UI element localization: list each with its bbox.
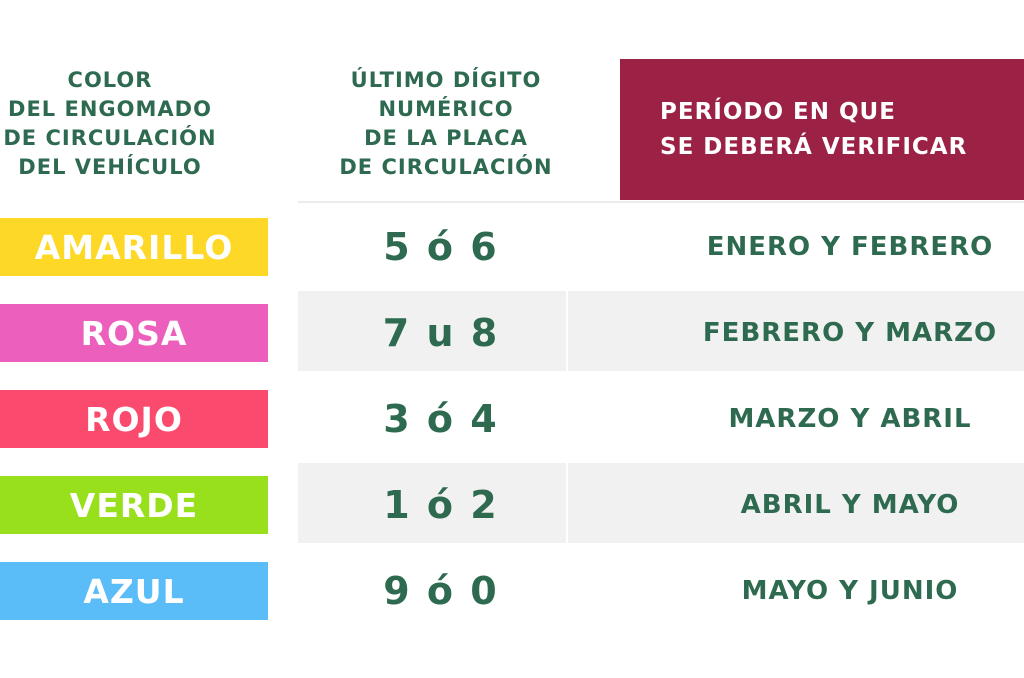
header-line: DE LA PLACA [364, 126, 528, 150]
header-plate-digit: ÚLTIMO DÍGITO NUMÉRICO DE LA PLACA DE CI… [316, 66, 576, 182]
row-shading [568, 291, 1024, 371]
table-row: VERDE 1 ó 2 ABRIL Y MAYO [0, 460, 1024, 546]
table-row: ROSA 7 u 8 FEBRERO Y MARZO [0, 288, 1024, 374]
row-shading [298, 463, 566, 543]
plate-digits: 9 ó 0 [383, 569, 499, 613]
row-shading [568, 463, 1024, 543]
header-line: DE CIRCULACIÓN [339, 155, 553, 179]
table-row: ROJO 3 ó 4 MARZO Y ABRIL [0, 374, 1024, 460]
table-row: AZUL 9 ó 0 MAYO Y JUNIO [0, 546, 1024, 632]
plate-digits: 5 ó 6 [383, 225, 499, 269]
plate-digits: 7 u 8 [382, 311, 500, 355]
plate-digits: 3 ó 4 [383, 397, 499, 441]
color-sticker-verde: VERDE [0, 476, 268, 534]
color-sticker-amarillo: AMARILLO [0, 218, 268, 276]
verification-period: FEBRERO Y MARZO [702, 318, 998, 348]
header-line: DEL ENGOMADO [8, 97, 212, 121]
header-line: COLOR [67, 68, 153, 92]
verification-period: MAYO Y JUNIO [741, 576, 959, 606]
row-shading [298, 291, 566, 371]
header-line: DEL VEHÍCULO [18, 155, 202, 179]
verification-period: MARZO Y ABRIL [728, 404, 972, 434]
header-line: ÚLTIMO DÍGITO [350, 68, 542, 92]
table-row: AMARILLO 5 ó 6 ENERO Y FEBRERO [0, 202, 1024, 288]
header-line: NUMÉRICO [378, 97, 514, 121]
header-line: SE DEBERÁ VERIFICAR [660, 133, 968, 160]
row-divider [298, 201, 1024, 203]
color-sticker-rojo: ROJO [0, 390, 268, 448]
header-line: DE CIRCULACIÓN [3, 126, 217, 150]
verification-period: ABRIL Y MAYO [740, 490, 960, 520]
header-line: PERÍODO EN QUE [660, 98, 896, 125]
plate-digits: 1 ó 2 [383, 483, 499, 527]
color-sticker-rosa: ROSA [0, 304, 268, 362]
header-sticker-color: COLOR DEL ENGOMADO DE CIRCULACIÓN DEL VE… [0, 66, 240, 182]
verification-period: ENERO Y FEBRERO [706, 232, 994, 262]
header-verification-period: PERÍODO EN QUE SE DEBERÁ VERIFICAR [620, 59, 1024, 200]
color-sticker-azul: AZUL [0, 562, 268, 620]
